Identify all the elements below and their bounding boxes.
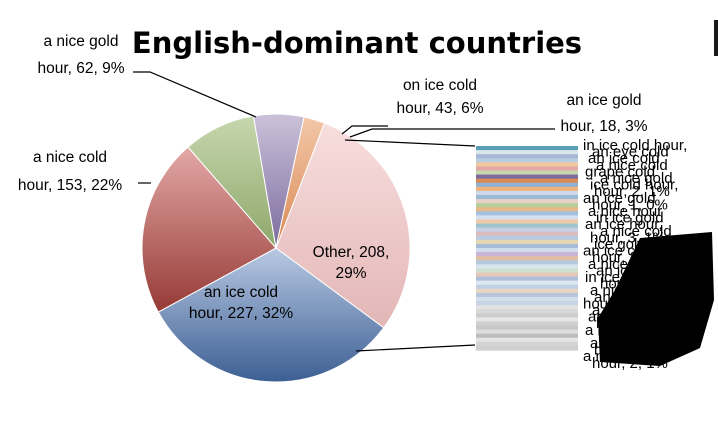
other-bar-segment xyxy=(476,162,578,167)
other-bar-segment xyxy=(476,345,578,351)
other-bar-segment xyxy=(476,333,578,339)
overlapping-label-cluster xyxy=(598,232,714,366)
other-bar-segment xyxy=(476,276,578,282)
other-bar-segment xyxy=(476,325,578,331)
label-nice-gold-line1: a nice gold xyxy=(44,33,119,50)
other-bar-segment xyxy=(476,190,578,196)
other-bar-segment xyxy=(476,182,578,188)
other-bar-segment xyxy=(476,223,578,229)
other-bar-segment xyxy=(476,280,578,286)
other-breakdown-label: a nice cold xyxy=(596,157,668,174)
other-bar-segment xyxy=(476,170,578,176)
other-breakdown-label: in ice gold xyxy=(596,210,664,227)
other-bar-segment xyxy=(476,235,578,241)
other-bar-segment xyxy=(476,227,578,233)
label-on-ice-line1: on ice cold xyxy=(403,77,477,94)
label-ice-gold-line2: hour, 18, 3% xyxy=(560,118,647,135)
other-bar-segment xyxy=(476,178,578,184)
other-bar-segment xyxy=(476,252,578,257)
other-bar-segment xyxy=(476,211,578,216)
other-bar-segment xyxy=(476,243,578,249)
other-bar-segment xyxy=(476,313,578,318)
other-bar-segment xyxy=(476,207,578,212)
label-ice-cold-line1: an ice cold xyxy=(204,284,278,301)
pie xyxy=(141,113,411,383)
pie-slice-an-ice-gold-hour xyxy=(275,116,326,249)
other-breakdown-label: an eye cold xyxy=(592,144,669,161)
other-bar-segment xyxy=(476,194,578,200)
other-breakdown-label: a nice cold xyxy=(600,223,672,240)
other-bar-segment xyxy=(476,219,578,225)
other-bar-segment xyxy=(476,329,578,335)
pie-slice-a-nice-cold-hour xyxy=(141,146,277,313)
other-bar-segment xyxy=(476,256,578,261)
connector-bottom xyxy=(355,344,476,352)
other-bar-segment xyxy=(476,203,578,208)
other-bar-segment xyxy=(476,174,578,180)
other-breakdown-label: an ice hour, xyxy=(585,216,663,233)
connector-top xyxy=(344,139,476,147)
other-bar-segment xyxy=(476,321,578,327)
label-ice-gold-line1: an ice gold xyxy=(567,92,642,109)
other-breakdown-label: an ice cold xyxy=(588,150,660,167)
other-bar-segment xyxy=(476,305,578,310)
other-bar-segment xyxy=(476,284,578,290)
other-bar-segment xyxy=(476,215,578,221)
other-bar-segment xyxy=(476,260,578,265)
leader-line-on-ice xyxy=(341,125,388,135)
other-breakdown-label: hour, 2, 1% xyxy=(594,183,670,200)
other-bar-segment xyxy=(476,199,578,204)
other-breakdown-bar xyxy=(476,146,578,351)
label-nice-gold-line2: hour, 62, 9% xyxy=(37,60,124,77)
leader-line-ice-gold xyxy=(349,128,555,138)
other-bar-segment xyxy=(476,264,578,269)
other-bar-segment xyxy=(476,272,578,278)
other-bar-segment xyxy=(476,248,578,253)
other-breakdown-label: grape cold xyxy=(585,163,655,180)
other-bar-segment xyxy=(476,239,578,245)
other-breakdown-label: a nice hour xyxy=(588,203,662,220)
other-breakdown-label: in ice cold hour, xyxy=(583,137,687,154)
other-breakdown-label: ice cold hour, xyxy=(590,177,678,194)
other-bar-segment xyxy=(476,158,578,163)
other-bar-segment xyxy=(476,301,578,306)
other-bar-segment xyxy=(476,288,578,294)
other-bar-segment xyxy=(476,166,578,172)
pie-slice-other xyxy=(275,122,411,329)
slice-labels: Other, 208, 29% an ice cold hour, 227, 3… xyxy=(18,33,648,322)
other-bar-segment xyxy=(476,292,578,298)
other-breakdown-label: a nice gold xyxy=(600,170,673,187)
label-ice-cold-line2: hour, 227, 32% xyxy=(189,305,293,322)
other-breakdown-label: hour, 1, 0% xyxy=(592,196,668,213)
scrollbar-edge xyxy=(714,20,718,56)
leader-lines xyxy=(133,71,555,352)
other-breakdown-label: an ice gold xyxy=(583,190,656,207)
leader-line-nice-gold xyxy=(133,71,257,118)
label-other-line1: Other, 208, xyxy=(313,244,390,261)
other-bar-segment xyxy=(476,296,578,302)
label-other-line2: 29% xyxy=(335,265,366,282)
label-nice-cold-line1: a nice cold xyxy=(33,149,107,166)
label-nice-cold-line2: hour, 153, 22% xyxy=(18,177,122,194)
chart-title: English-dominant countries xyxy=(132,26,582,60)
other-bar-segment xyxy=(476,146,578,151)
other-bar-segment xyxy=(476,268,578,274)
other-bar-segment xyxy=(476,154,578,159)
other-bar-segment xyxy=(476,231,578,237)
other-bar-segment xyxy=(476,186,578,192)
label-on-ice-line2: hour, 43, 6% xyxy=(396,100,483,117)
other-bar-segment xyxy=(476,309,578,314)
other-bar-segment xyxy=(476,341,578,347)
other-bar-segment xyxy=(476,150,578,155)
other-bar-segment xyxy=(476,317,578,323)
other-bar-segment xyxy=(476,337,578,343)
